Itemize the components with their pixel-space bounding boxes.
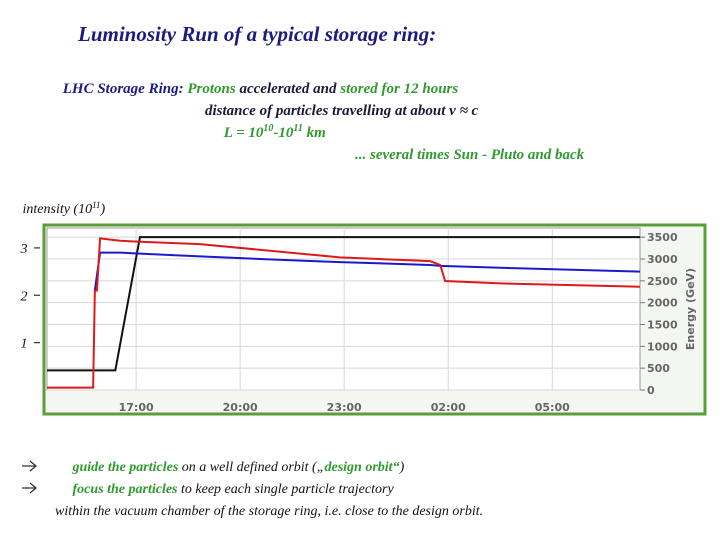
text-span: on a well defined orbit („ xyxy=(178,460,324,475)
text-line: LHC Storage Ring: Protons accelerated an… xyxy=(44,81,469,97)
text-line: L = 1010-1011 km xyxy=(205,123,337,141)
text-span: accelerated and xyxy=(236,81,341,97)
x-tick-label: 02:00 xyxy=(431,401,466,414)
bullet-text: guide the particles on a well defined or… xyxy=(55,460,415,475)
labels: 17:00 20:00 23:00 02:00 05:00 0 500 1000 1500 200… xyxy=(20,231,698,414)
series-line xyxy=(47,237,641,389)
text-span: ) xyxy=(99,202,105,217)
text-span: L = 10 xyxy=(223,125,264,141)
x-tick-label: 17:00 xyxy=(119,401,154,414)
text-span: -10 xyxy=(273,125,293,141)
y2-tick-label: 1000 xyxy=(647,340,678,353)
text-span: LHC Storage Ring: xyxy=(62,81,188,97)
y-tick-label: 3 xyxy=(20,242,28,257)
superscript: 11 xyxy=(92,200,100,210)
y-axis-label: intensity (1011) xyxy=(5,200,116,217)
y2-axis-label: Energy (GeV) xyxy=(684,268,697,350)
text-line: ... several times Sun - Pluto and back xyxy=(355,147,585,163)
text-span: intensity (10 xyxy=(23,202,93,217)
superscript: 11 xyxy=(293,123,302,134)
x-tick-label: 05:00 xyxy=(535,401,570,414)
y2-tick-label: 1500 xyxy=(647,319,678,332)
y-tick-label: 2 xyxy=(21,289,28,304)
text-span: Protons xyxy=(187,81,236,97)
text-span: stored for 12 hours xyxy=(339,81,458,97)
bullet-arrow xyxy=(22,460,38,472)
bullet-text: within the vacuum chamber of the storage… xyxy=(55,504,483,519)
text-span: design orbit“ xyxy=(325,460,400,475)
y2-tick-label: 500 xyxy=(647,362,670,375)
series-line xyxy=(93,251,641,291)
series-line xyxy=(47,236,640,372)
y2-tick-label: 2000 xyxy=(647,297,678,310)
x-tick-label: 23:00 xyxy=(327,401,362,414)
text-span: ) xyxy=(399,460,405,475)
y2-tick-label: 3500 xyxy=(647,231,678,244)
slide-title: Luminosity Run of a typical storage ring… xyxy=(77,22,436,46)
text-line: distance of particles travelling at abou… xyxy=(205,103,479,119)
y2-tick-label: 3000 xyxy=(647,253,678,266)
y2-tick-label: 2500 xyxy=(647,275,678,288)
plot-area xyxy=(46,227,641,391)
text-span: guide the particles xyxy=(72,460,179,475)
x-tick-label: 20:00 xyxy=(223,401,258,414)
superscript: 10 xyxy=(263,123,273,134)
text-span: km xyxy=(303,125,326,141)
y2-tick-label: 0 xyxy=(647,384,655,397)
bullet-arrow xyxy=(22,482,38,494)
y-tick-label: 1 xyxy=(21,337,28,352)
text-span: to keep each single particle trajectory xyxy=(178,482,395,497)
bullet-text: focus the particles to keep each single … xyxy=(55,482,404,497)
marks xyxy=(47,236,641,389)
text-span: focus the particles xyxy=(73,482,179,497)
